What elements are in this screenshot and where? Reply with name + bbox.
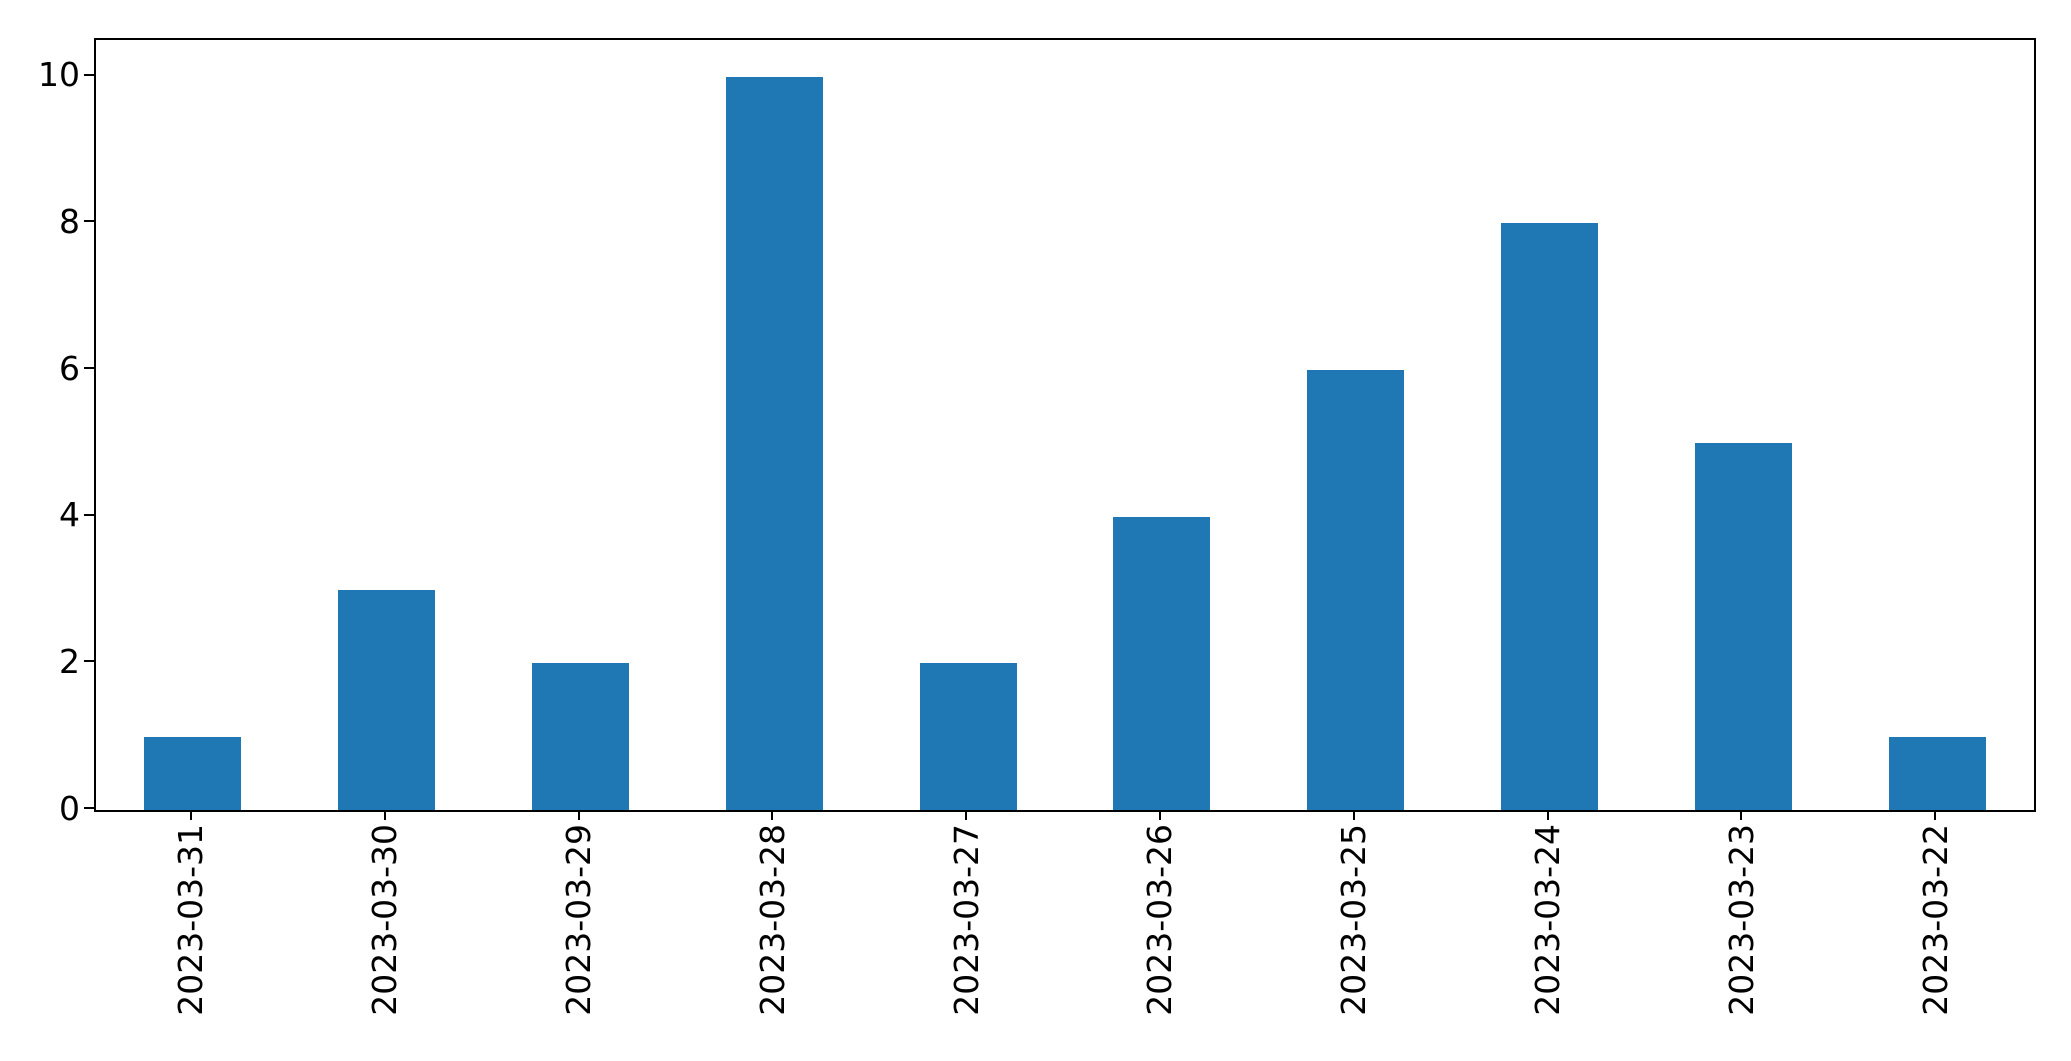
x-tick-mark (577, 810, 580, 820)
x-tick-mark (771, 810, 774, 820)
bar-2023-03-31 (144, 736, 242, 810)
y-tick-label: 8 (59, 201, 80, 241)
y-tick-mark (84, 660, 94, 663)
y-tick-mark (84, 220, 94, 223)
bar-2023-03-27 (919, 663, 1017, 810)
y-tick-mark (84, 73, 94, 76)
y-tick-label: 4 (59, 495, 80, 535)
x-tick-mark (189, 810, 192, 820)
x-tick-label: 2023-03-26 (1140, 824, 1180, 1016)
x-tick-label: 2023-03-29 (559, 824, 598, 1016)
y-tick-label: 0 (59, 788, 80, 828)
bar-2023-03-25 (1307, 370, 1405, 810)
x-tick-label: 2023-03-27 (946, 824, 986, 1016)
x-tick-label: 2023-03-25 (1334, 824, 1374, 1016)
bar-2023-03-29 (532, 663, 629, 810)
x-tick-mark (1352, 810, 1355, 820)
x-tick-mark (1546, 810, 1549, 820)
x-tick-label: 2023-03-24 (1528, 824, 1567, 1016)
y-tick-label: 10 (38, 55, 80, 95)
y-tick-label: 6 (59, 348, 80, 388)
bar-2023-03-22 (1888, 736, 1986, 810)
x-tick-mark (383, 810, 386, 820)
bar-2023-03-28 (725, 76, 823, 810)
y-tick-label: 2 (59, 641, 80, 681)
x-tick-label: 2023-03-23 (1721, 824, 1761, 1016)
y-tick-mark (84, 513, 94, 516)
bar-2023-03-26 (1113, 516, 1211, 810)
x-tick-mark (1934, 810, 1937, 820)
x-tick-label: 2023-03-31 (171, 824, 211, 1016)
x-tick-label: 2023-03-22 (1915, 824, 1955, 1016)
x-tick-mark (1158, 810, 1161, 820)
plot-area (94, 38, 2036, 812)
x-tick-mark (1740, 810, 1743, 820)
bar-2023-03-30 (338, 590, 436, 810)
bar-2023-03-23 (1694, 443, 1792, 810)
x-tick-label: 2023-03-30 (365, 824, 405, 1016)
y-tick-mark (84, 367, 94, 369)
y-tick-mark (84, 807, 94, 809)
x-tick-label: 2023-03-28 (752, 824, 792, 1016)
x-tick-mark (965, 810, 968, 820)
bar-2023-03-24 (1501, 223, 1598, 810)
